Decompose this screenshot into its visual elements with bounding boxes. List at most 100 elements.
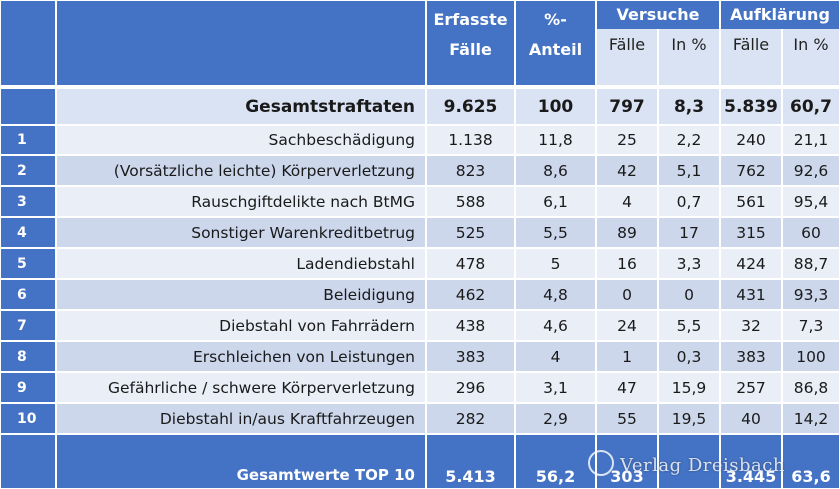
row-label: Ladendiebstahl (57, 249, 425, 278)
row-value: 93,3 (783, 280, 839, 309)
header-erfasste-line: Erfasste (433, 10, 508, 29)
row-value: 383 (427, 342, 514, 371)
row-value: 95,4 (783, 187, 839, 216)
header-aufklaerung-prozent: In % (783, 29, 839, 85)
row-rank: 2 (1, 156, 55, 185)
row-label: Beleidigung (57, 280, 425, 309)
header-erfasste-line: Fälle (449, 40, 492, 59)
total-row-value: 797 (597, 89, 657, 124)
row-label: Diebstahl von Fahrrädern (57, 311, 425, 340)
header-versuche-prozent: In % (659, 29, 719, 85)
row-value: 2,9 (516, 404, 595, 433)
row-value: 16 (597, 249, 657, 278)
row-value: 15,9 (659, 373, 719, 402)
row-value: 588 (427, 187, 514, 216)
row-value: 5 (516, 249, 595, 278)
row-value: 0 (597, 280, 657, 309)
row-rank: 9 (1, 373, 55, 402)
row-value: 100 (783, 342, 839, 371)
row-label: Rauschgiftdelikte nach BtMG (57, 187, 425, 216)
row-value: 5,5 (516, 218, 595, 247)
row-value: 1.138 (427, 126, 514, 154)
row-label: Erschleichen von Leistungen (57, 342, 425, 371)
row-value: 6,1 (516, 187, 595, 216)
row-rank: 8 (1, 342, 55, 371)
row-value: 5,1 (659, 156, 719, 185)
footer-row-index (1, 435, 55, 488)
row-value: 4,8 (516, 280, 595, 309)
row-value: 24 (597, 311, 657, 340)
row-value: 32 (721, 311, 781, 340)
row-value: 19,5 (659, 404, 719, 433)
footer-row-value (659, 435, 719, 488)
row-value: 40 (721, 404, 781, 433)
row-value: 8,6 (516, 156, 595, 185)
row-value: 257 (721, 373, 781, 402)
footer-row-value: 5.413 (427, 435, 514, 488)
row-rank: 3 (1, 187, 55, 216)
row-label: Diebstahl in/aus Kraftfahrzeugen (57, 404, 425, 433)
total-row-value: 100 (516, 89, 595, 124)
row-value: 3,1 (516, 373, 595, 402)
row-value: 438 (427, 311, 514, 340)
row-value: 42 (597, 156, 657, 185)
row-value: 3,3 (659, 249, 719, 278)
total-row-value: 5.839 (721, 89, 781, 124)
row-value: 86,8 (783, 373, 839, 402)
header-aufklaerung-faelle: Fälle (721, 29, 781, 85)
row-value: 1 (597, 342, 657, 371)
total-row-value: 9.625 (427, 89, 514, 124)
footer-row-value: 56,2 (516, 435, 595, 488)
header-anteil-line: Anteil (528, 40, 583, 59)
row-label: (Vorsätzliche leichte) Körperverletzung (57, 156, 425, 185)
header-label-cell (57, 1, 425, 85)
row-value: 462 (427, 280, 514, 309)
row-value: 525 (427, 218, 514, 247)
header-group-versuche: Versuche (597, 1, 719, 29)
total-row-index (1, 89, 55, 124)
row-value: 92,6 (783, 156, 839, 185)
row-value: 17 (659, 218, 719, 247)
header-versuche-faelle: Fälle (597, 29, 657, 85)
header-erfasste-faelle: Erfasste Fälle (427, 1, 514, 85)
row-value: 4 (597, 187, 657, 216)
row-rank: 6 (1, 280, 55, 309)
row-value: 88,7 (783, 249, 839, 278)
row-value: 0 (659, 280, 719, 309)
row-value: 240 (721, 126, 781, 154)
footer-row-label: Gesamtwerte TOP 10 (57, 435, 425, 488)
publisher-logo-icon (588, 450, 614, 476)
row-rank: 5 (1, 249, 55, 278)
row-value: 478 (427, 249, 514, 278)
row-value: 89 (597, 218, 657, 247)
row-value: 424 (721, 249, 781, 278)
header-corner-cell (1, 1, 55, 85)
row-value: 47 (597, 373, 657, 402)
watermark: Verlag Dreisbach (588, 450, 785, 476)
header-anteil: %- Anteil (516, 1, 595, 85)
row-value: 60 (783, 218, 839, 247)
row-value: 5,5 (659, 311, 719, 340)
row-value: 823 (427, 156, 514, 185)
total-row-label: Gesamtstraftaten (57, 89, 425, 124)
row-value: 315 (721, 218, 781, 247)
header-group-aufklaerung: Aufklärung (721, 1, 839, 29)
footer-row-value: 63,6 (783, 435, 839, 488)
row-value: 4,6 (516, 311, 595, 340)
row-value: 25 (597, 126, 657, 154)
row-value: 55 (597, 404, 657, 433)
row-rank: 1 (1, 126, 55, 154)
row-value: 4 (516, 342, 595, 371)
row-value: 0,7 (659, 187, 719, 216)
footer-row-value: 3.445 (721, 435, 781, 488)
row-label: Sachbeschädigung (57, 126, 425, 154)
watermark-text: Verlag Dreisbach (620, 455, 785, 476)
total-row-value: 8,3 (659, 89, 719, 124)
row-label: Gefährliche / schwere Körperverletzung (57, 373, 425, 402)
row-rank: 4 (1, 218, 55, 247)
row-value: 296 (427, 373, 514, 402)
row-value: 2,2 (659, 126, 719, 154)
row-value: 21,1 (783, 126, 839, 154)
row-value: 282 (427, 404, 514, 433)
